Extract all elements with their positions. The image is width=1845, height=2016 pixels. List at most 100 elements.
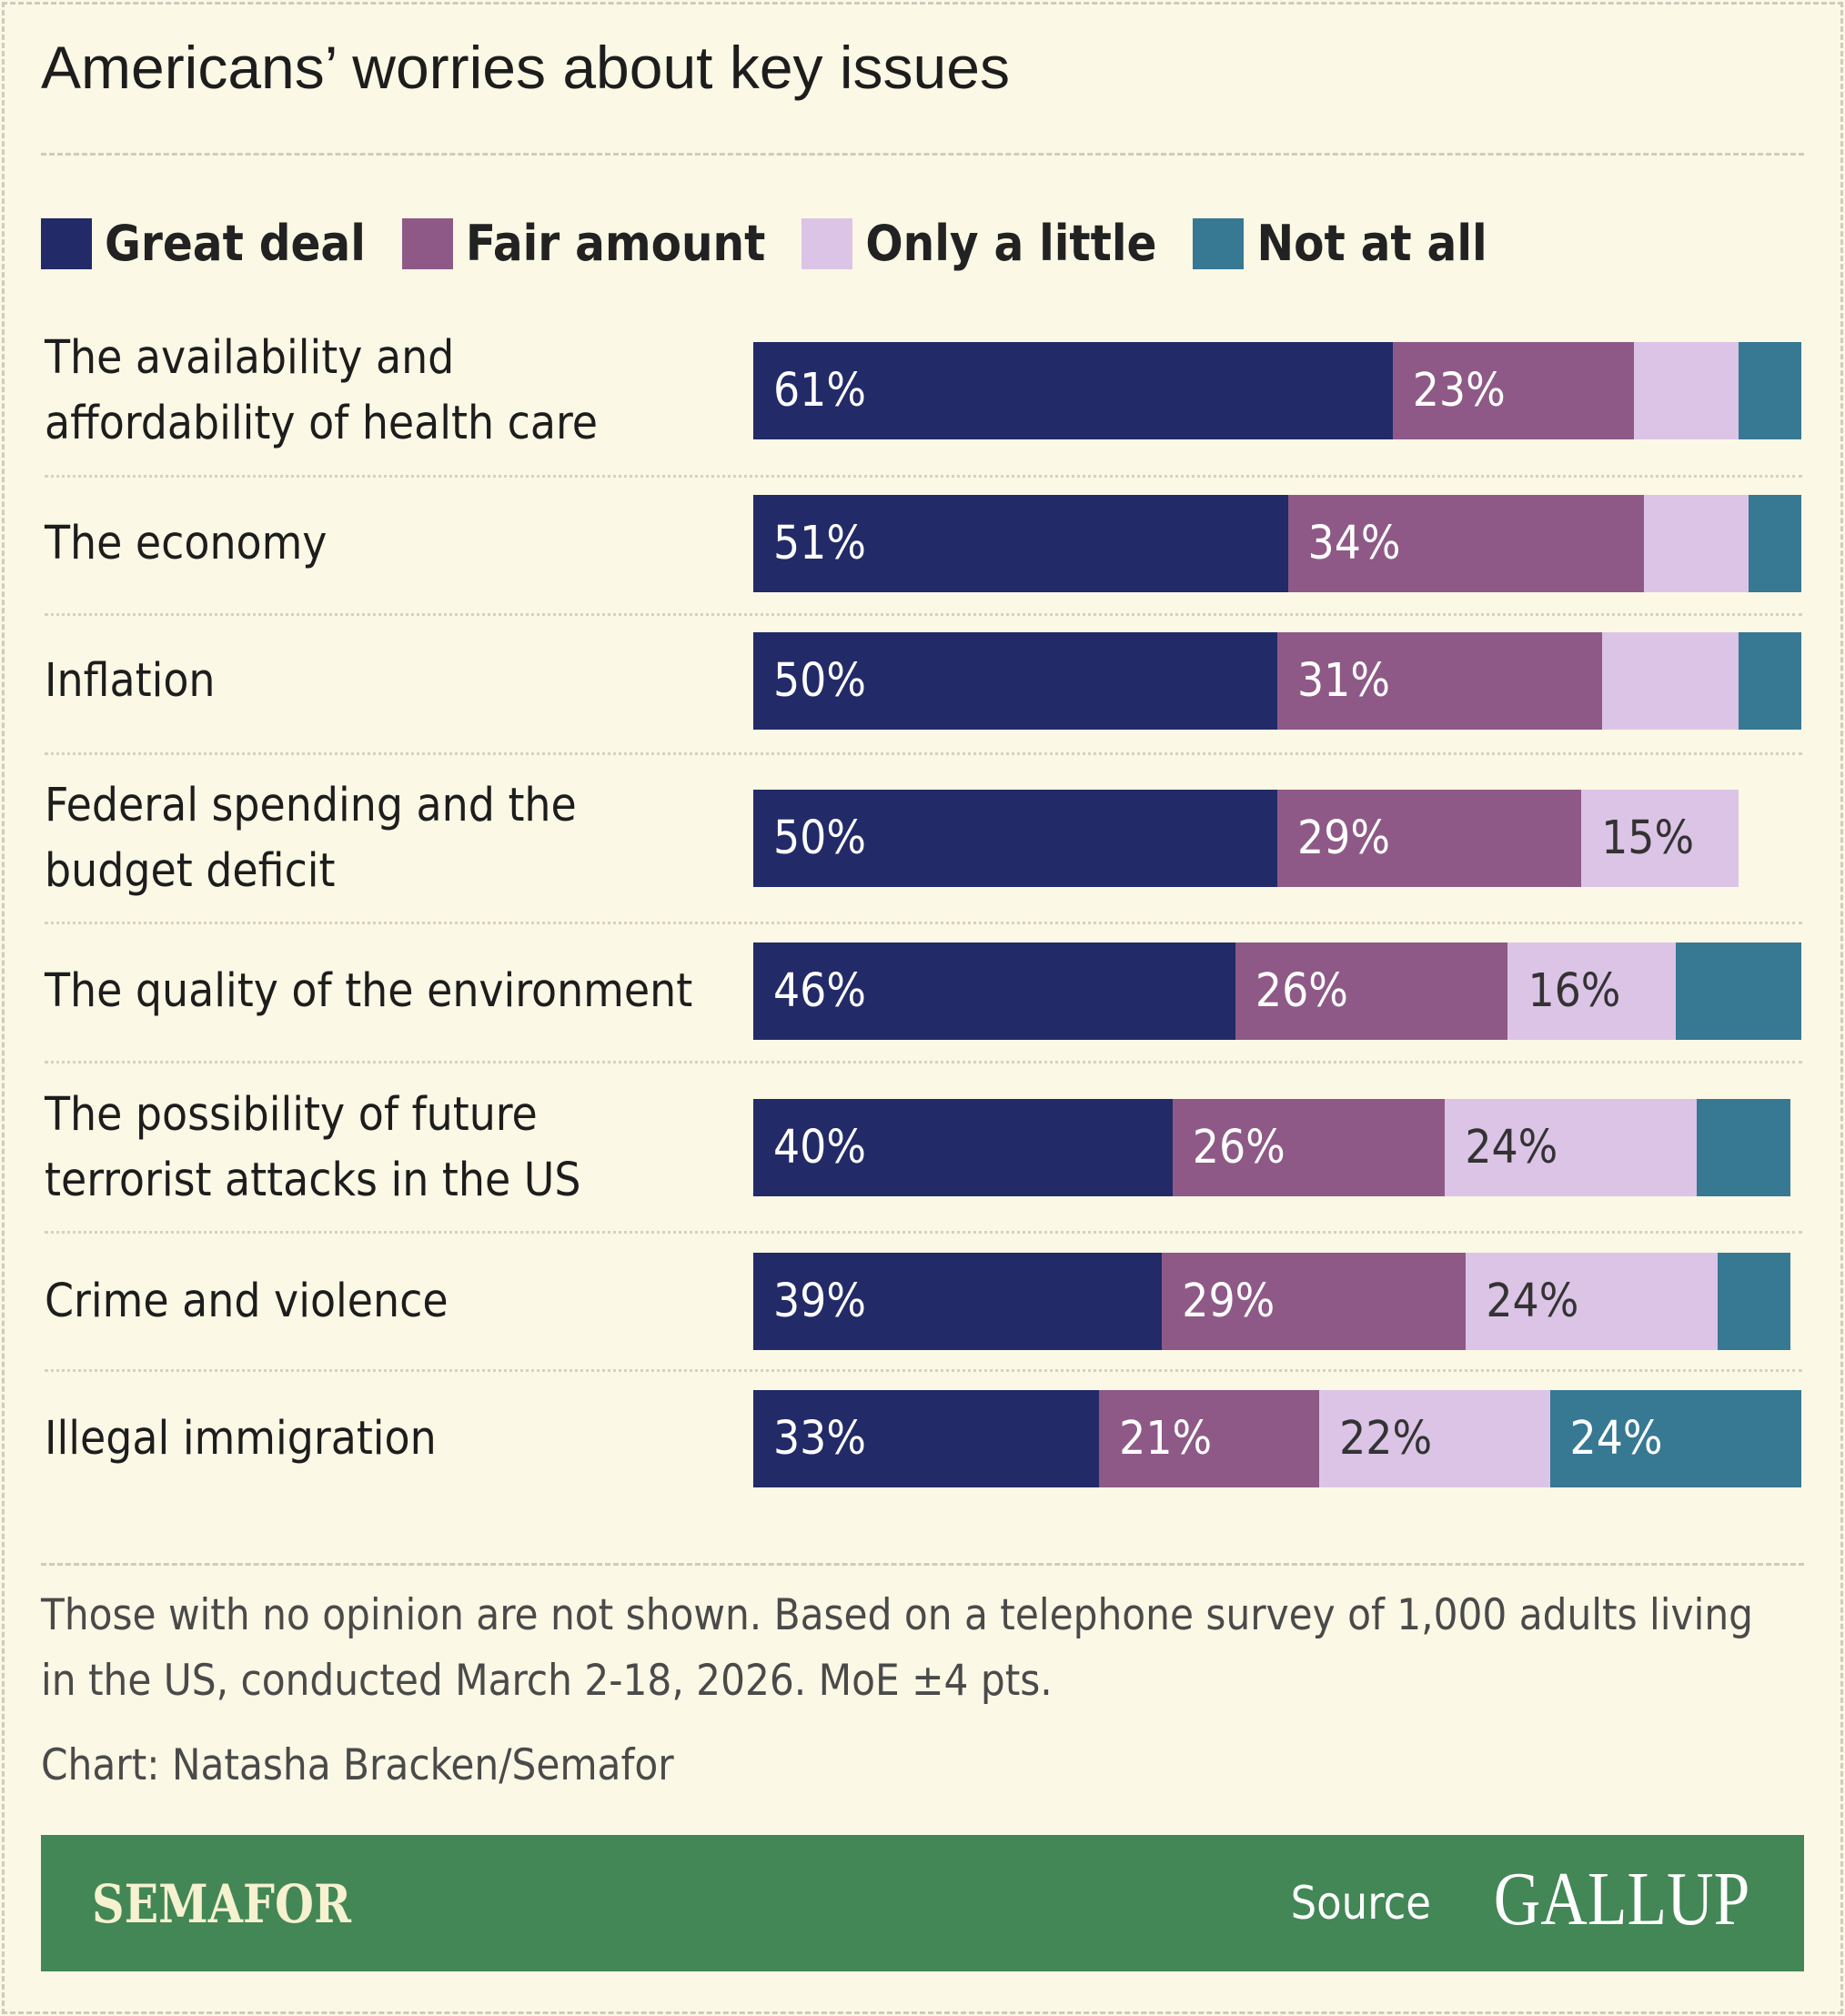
semafor-logo: SEMAFOR xyxy=(92,1873,351,1935)
category-label: The possibility of future terrorist attac… xyxy=(45,1083,736,1214)
legend-item-fair-amount: Fair amount xyxy=(401,215,766,272)
bar-segment-only-a-little: 22% xyxy=(1319,1390,1550,1487)
data-label: 23% xyxy=(1412,364,1506,418)
data-label: 46% xyxy=(773,964,866,1018)
bar-segment-great-deal: 46% xyxy=(753,942,1235,1040)
bar-segment-only-a-little: 24% xyxy=(1466,1253,1718,1350)
data-label: 39% xyxy=(773,1275,866,1328)
category-label-line: budget deficit xyxy=(45,843,336,898)
category-label-line: terrorist attacks in the US xyxy=(45,1153,581,1207)
category-label-line: Inflation xyxy=(45,653,216,708)
row-separator xyxy=(45,613,1802,616)
data-label: 40% xyxy=(773,1121,866,1174)
category-label-line: The quality of the environment xyxy=(45,963,693,1018)
data-label: 24% xyxy=(1486,1275,1579,1328)
bar-segment-great-deal: 39% xyxy=(753,1253,1163,1350)
bar-segment-fair-amount: 26% xyxy=(1172,1099,1446,1196)
data-label: 31% xyxy=(1297,654,1390,708)
bar-segment-fair-amount: 29% xyxy=(1277,790,1582,887)
data-label: 22% xyxy=(1339,1412,1433,1466)
bar-segment-not-at-all xyxy=(1696,1099,1791,1196)
category-label-line: affordability of health care xyxy=(45,396,598,450)
source-label: Source xyxy=(1290,1877,1431,1930)
bar-segment-only-a-little: 15% xyxy=(1581,790,1739,887)
data-label: 29% xyxy=(1297,811,1390,865)
row-separator xyxy=(45,922,1802,924)
legend-item-not-at-all: Not at all xyxy=(1193,215,1487,272)
category-label-line: Federal spending and the xyxy=(45,778,577,832)
footer-band: SEMAFOR Source GALLUP xyxy=(41,1835,1804,1971)
bar-segment-not-at-all xyxy=(1675,942,1801,1040)
bar-segment-not-at-all xyxy=(1717,1253,1791,1350)
bar-segment-only-a-little xyxy=(1602,632,1739,730)
bar-segment-not-at-all: 24% xyxy=(1549,1390,1801,1487)
divider xyxy=(41,153,1804,156)
bar-segment-great-deal: 33% xyxy=(753,1390,1100,1487)
bar-segment-fair-amount: 26% xyxy=(1235,942,1508,1040)
data-label: 24% xyxy=(1569,1412,1663,1466)
category-label-line: The possibility of future xyxy=(45,1087,538,1142)
bar-segment-only-a-little: 24% xyxy=(1445,1099,1697,1196)
data-label: 16% xyxy=(1527,964,1621,1018)
data-label: 26% xyxy=(1192,1121,1285,1174)
legend-label: Fair amount xyxy=(465,215,766,272)
legend-swatch xyxy=(802,217,853,269)
category-label-line: Crime and violence xyxy=(45,1274,449,1328)
category-label: Inflation xyxy=(45,649,736,714)
bar-segment-great-deal: 40% xyxy=(753,1099,1173,1196)
bar-segment-great-deal: 50% xyxy=(753,632,1277,730)
data-label: 34% xyxy=(1307,517,1401,570)
data-label: 51% xyxy=(773,517,866,570)
category-label: The availability and affordability of hea… xyxy=(45,326,736,457)
bar-segment-fair-amount: 34% xyxy=(1287,495,1645,592)
category-label: Crime and violence xyxy=(45,1269,736,1335)
category-label: The economy xyxy=(45,511,736,577)
category-label: Federal spending and the budget deficit xyxy=(45,773,736,904)
data-label: 50% xyxy=(773,654,866,708)
row-separator xyxy=(45,1369,1802,1372)
bar-segment-only-a-little: 16% xyxy=(1507,942,1676,1040)
row-separator xyxy=(45,752,1802,755)
bar-segment-only-a-little xyxy=(1633,342,1739,439)
bar-segment-fair-amount: 31% xyxy=(1277,632,1603,730)
legend-swatch xyxy=(401,217,453,269)
gallup-logo: GALLUP xyxy=(1493,1857,1749,1941)
data-label: 26% xyxy=(1255,964,1348,1018)
bar-segment-only-a-little xyxy=(1644,495,1749,592)
bar-segment-great-deal: 61% xyxy=(753,342,1393,439)
legend: Great deal Fair amount Only a little Not… xyxy=(41,215,1524,272)
bar-segment-great-deal: 51% xyxy=(753,495,1288,592)
category-label: Illegal immigration xyxy=(45,1406,736,1472)
data-label: 24% xyxy=(1465,1121,1558,1174)
chart-title: Americans’ worries about key issues xyxy=(41,34,1010,101)
legend-swatch xyxy=(41,217,92,269)
legend-item-only-a-little: Only a little xyxy=(802,215,1156,272)
data-label: 50% xyxy=(773,811,866,865)
row-separator xyxy=(45,1061,1802,1063)
category-label-line: Illegal immigration xyxy=(45,1411,437,1466)
data-label: 33% xyxy=(773,1412,866,1466)
bar-segment-not-at-all xyxy=(1738,342,1801,439)
footnote: Those with no opinion are not shown. Bas… xyxy=(41,1590,1753,1706)
bar-segment-not-at-all xyxy=(1738,632,1801,730)
legend-label: Not at all xyxy=(1256,215,1487,272)
bar-segment-fair-amount: 23% xyxy=(1392,342,1634,439)
legend-swatch xyxy=(1193,217,1245,269)
legend-label: Great deal xyxy=(105,215,366,272)
credit: Chart: Natasha Bracken/Semafor xyxy=(41,1740,674,1790)
bar-segment-great-deal: 50% xyxy=(753,790,1277,887)
category-label: The quality of the environment xyxy=(45,959,736,1024)
legend-item-great-deal: Great deal xyxy=(41,215,366,272)
row-separator xyxy=(45,475,1802,478)
data-label: 29% xyxy=(1182,1275,1275,1328)
bar-segment-not-at-all xyxy=(1749,495,1801,592)
category-label-line: The availability and xyxy=(45,330,455,385)
legend-label: Only a little xyxy=(865,215,1157,272)
data-label: 61% xyxy=(773,364,866,418)
divider xyxy=(41,1563,1804,1566)
category-label-line: The economy xyxy=(45,516,328,570)
data-label: 21% xyxy=(1119,1412,1213,1466)
bar-segment-fair-amount: 29% xyxy=(1162,1253,1467,1350)
data-label: 15% xyxy=(1601,811,1695,865)
